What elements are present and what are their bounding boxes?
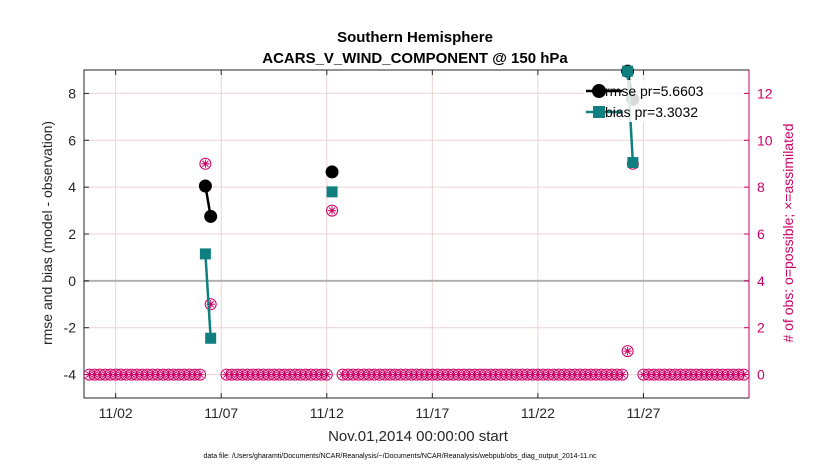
y-right-tick-label: 0 bbox=[757, 367, 765, 383]
obs-count-marker bbox=[199, 157, 212, 170]
y-right-tick-label: 4 bbox=[757, 273, 765, 289]
x-tick-label: 11/02 bbox=[99, 405, 133, 421]
bias-point bbox=[199, 248, 211, 260]
x-tick-label: 11/07 bbox=[204, 405, 238, 421]
y-left-tick-label: -4 bbox=[64, 367, 77, 383]
x-tick-label: 11/22 bbox=[521, 405, 555, 421]
y-right-tick-label: 10 bbox=[757, 132, 773, 148]
chart-title-line-2: ACARS_V_WIND_COMPONENT @ 150 hPa bbox=[262, 50, 568, 67]
data-file-footnote: data file: /Users/gharamti/Documents/NCA… bbox=[203, 453, 597, 460]
obs-possible-circle bbox=[320, 368, 333, 381]
y-axis-left-label: rmse and bias (model - observation) bbox=[39, 121, 55, 345]
legend-box bbox=[584, 80, 744, 122]
y-left-tick-label: 0 bbox=[68, 273, 76, 289]
legend-bias-label: bias pr=3.3032 bbox=[605, 104, 698, 120]
chart-title-line-1: Southern Hemisphere bbox=[337, 29, 493, 46]
x-axis-label: Nov.01,2014 00:00:00 start bbox=[328, 428, 509, 445]
obs-possible-circle bbox=[199, 157, 212, 170]
y-left-tick-label: 6 bbox=[68, 132, 76, 148]
y-left-tick-label: 8 bbox=[68, 85, 76, 101]
y-axis-right-label: # of obs: o=possible; ×=assimilated bbox=[780, 123, 796, 342]
obs-assimilated-cross bbox=[327, 206, 337, 215]
obs-possible-circle bbox=[194, 368, 207, 381]
bias-point bbox=[205, 332, 217, 344]
obs-assimilated-cross bbox=[623, 346, 632, 356]
x-tick-label: 11/17 bbox=[415, 405, 449, 421]
obs-assimilated-cross bbox=[195, 370, 205, 379]
legend: rmse pr=5.6603 bias pr=3.3032 bbox=[584, 80, 744, 122]
obs-assimilated-cross bbox=[618, 370, 627, 379]
obs-count-series bbox=[83, 157, 750, 381]
obs-count-marker bbox=[320, 368, 333, 381]
obs-count-marker bbox=[616, 368, 629, 381]
bias-point bbox=[627, 157, 639, 169]
bias-point bbox=[326, 186, 338, 198]
y-right-tick-label: 12 bbox=[757, 85, 773, 101]
bias-point bbox=[622, 65, 634, 77]
rmse-point bbox=[325, 165, 339, 179]
plot-area: -4 -2 0 2 4 6 8 0 2 4 6 8 10 12 11/02 11/07 11/12 11/17 11… bbox=[64, 64, 773, 421]
obs-assimilated-cross bbox=[739, 370, 748, 379]
legend-rmse-marker bbox=[592, 84, 606, 98]
obs-assimilated-cross bbox=[206, 300, 215, 309]
obs-possible-circle bbox=[616, 368, 629, 381]
obs-possible-circle bbox=[737, 368, 750, 381]
legend-rmse-label: rmse pr=5.6603 bbox=[605, 83, 704, 99]
rmse-point bbox=[198, 179, 212, 193]
x-tick-label: 11/27 bbox=[626, 405, 660, 421]
x-tick-label: 11/12 bbox=[310, 405, 344, 421]
y-left-tick-label: -2 bbox=[64, 320, 77, 336]
series-line bbox=[204, 253, 212, 339]
y-right-tick-label: 2 bbox=[757, 320, 765, 336]
rmse-point bbox=[204, 209, 218, 223]
obs-count-marker bbox=[621, 345, 634, 358]
obs-count-marker bbox=[737, 368, 750, 381]
obs-possible-circle bbox=[621, 345, 634, 358]
obs-assimilated-cross bbox=[201, 159, 210, 168]
y-right-tick-label: 8 bbox=[757, 179, 765, 195]
obs-possible-circle bbox=[204, 298, 217, 311]
obs-possible-circle bbox=[326, 204, 339, 217]
y-left-tick-label: 2 bbox=[68, 226, 76, 242]
y-left-tick-label: 4 bbox=[68, 179, 76, 195]
obs-count-marker bbox=[194, 368, 207, 381]
legend-bias-marker bbox=[593, 106, 605, 118]
obs-count-marker bbox=[326, 204, 339, 217]
obs-assimilated-cross bbox=[322, 370, 331, 379]
obs-count-marker bbox=[204, 298, 217, 311]
y-right-tick-label: 6 bbox=[757, 226, 765, 242]
